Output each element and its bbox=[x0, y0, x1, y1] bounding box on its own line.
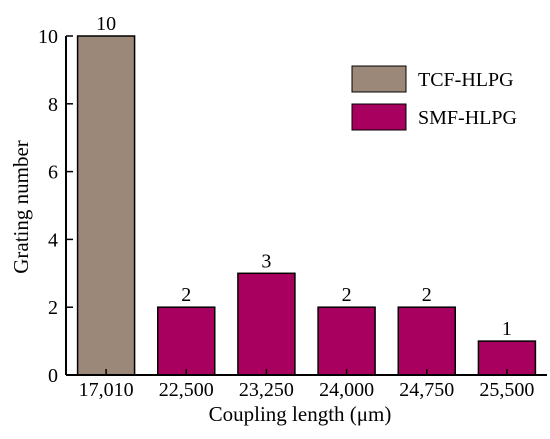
legend: TCF-HLPG SMF-HLPG bbox=[351, 65, 517, 131]
bar-data-label: 10 bbox=[96, 13, 116, 35]
y-tick-label: 6 bbox=[48, 162, 58, 184]
bar-smf-hlpg-1 bbox=[157, 306, 216, 376]
bar-tcf-hlpg-0 bbox=[76, 35, 136, 376]
bar-smf-hlpg-4 bbox=[397, 306, 456, 376]
y-axis-title: Grating number bbox=[9, 140, 33, 274]
legend-swatch-tcf-hlpg bbox=[351, 65, 407, 93]
legend-swatch-smf-hlpg bbox=[351, 103, 407, 131]
x-tick-label: 25,500 bbox=[479, 379, 534, 401]
bar-labels-group: 10 2 3 2 2 1 bbox=[96, 13, 512, 340]
y-ticks-group: 0 2 4 6 8 10 bbox=[38, 26, 73, 387]
x-ticks-group: 17,010 22,500 23,250 24,000 24,750 25,500 bbox=[79, 369, 534, 401]
y-tick-label: 4 bbox=[48, 229, 58, 251]
x-tick-label: 24,750 bbox=[399, 379, 454, 401]
bar-data-label: 3 bbox=[261, 250, 271, 272]
x-tick-label: 22,500 bbox=[159, 379, 214, 401]
y-tick-label: 0 bbox=[48, 365, 58, 387]
bar-data-label: 2 bbox=[181, 284, 191, 306]
x-tick-label: 17,010 bbox=[79, 379, 134, 401]
y-tick-label: 2 bbox=[48, 297, 58, 319]
bar-data-label: 2 bbox=[422, 284, 432, 306]
x-axis-title: Coupling length (μm) bbox=[209, 402, 392, 426]
bars-group bbox=[76, 35, 537, 376]
x-tick-label: 23,250 bbox=[239, 379, 294, 401]
y-tick-label: 8 bbox=[48, 94, 58, 116]
bar-data-label: 1 bbox=[502, 318, 512, 340]
bar-data-label: 2 bbox=[342, 284, 352, 306]
legend-label-tcf-hlpg: TCF-HLPG bbox=[418, 69, 514, 91]
bar-smf-hlpg-2 bbox=[237, 272, 296, 376]
y-tick-label: 10 bbox=[38, 26, 58, 48]
bar-smf-hlpg-3 bbox=[317, 306, 376, 376]
x-tick-label: 24,000 bbox=[319, 379, 374, 401]
legend-label-smf-hlpg: SMF-HLPG bbox=[418, 107, 517, 129]
